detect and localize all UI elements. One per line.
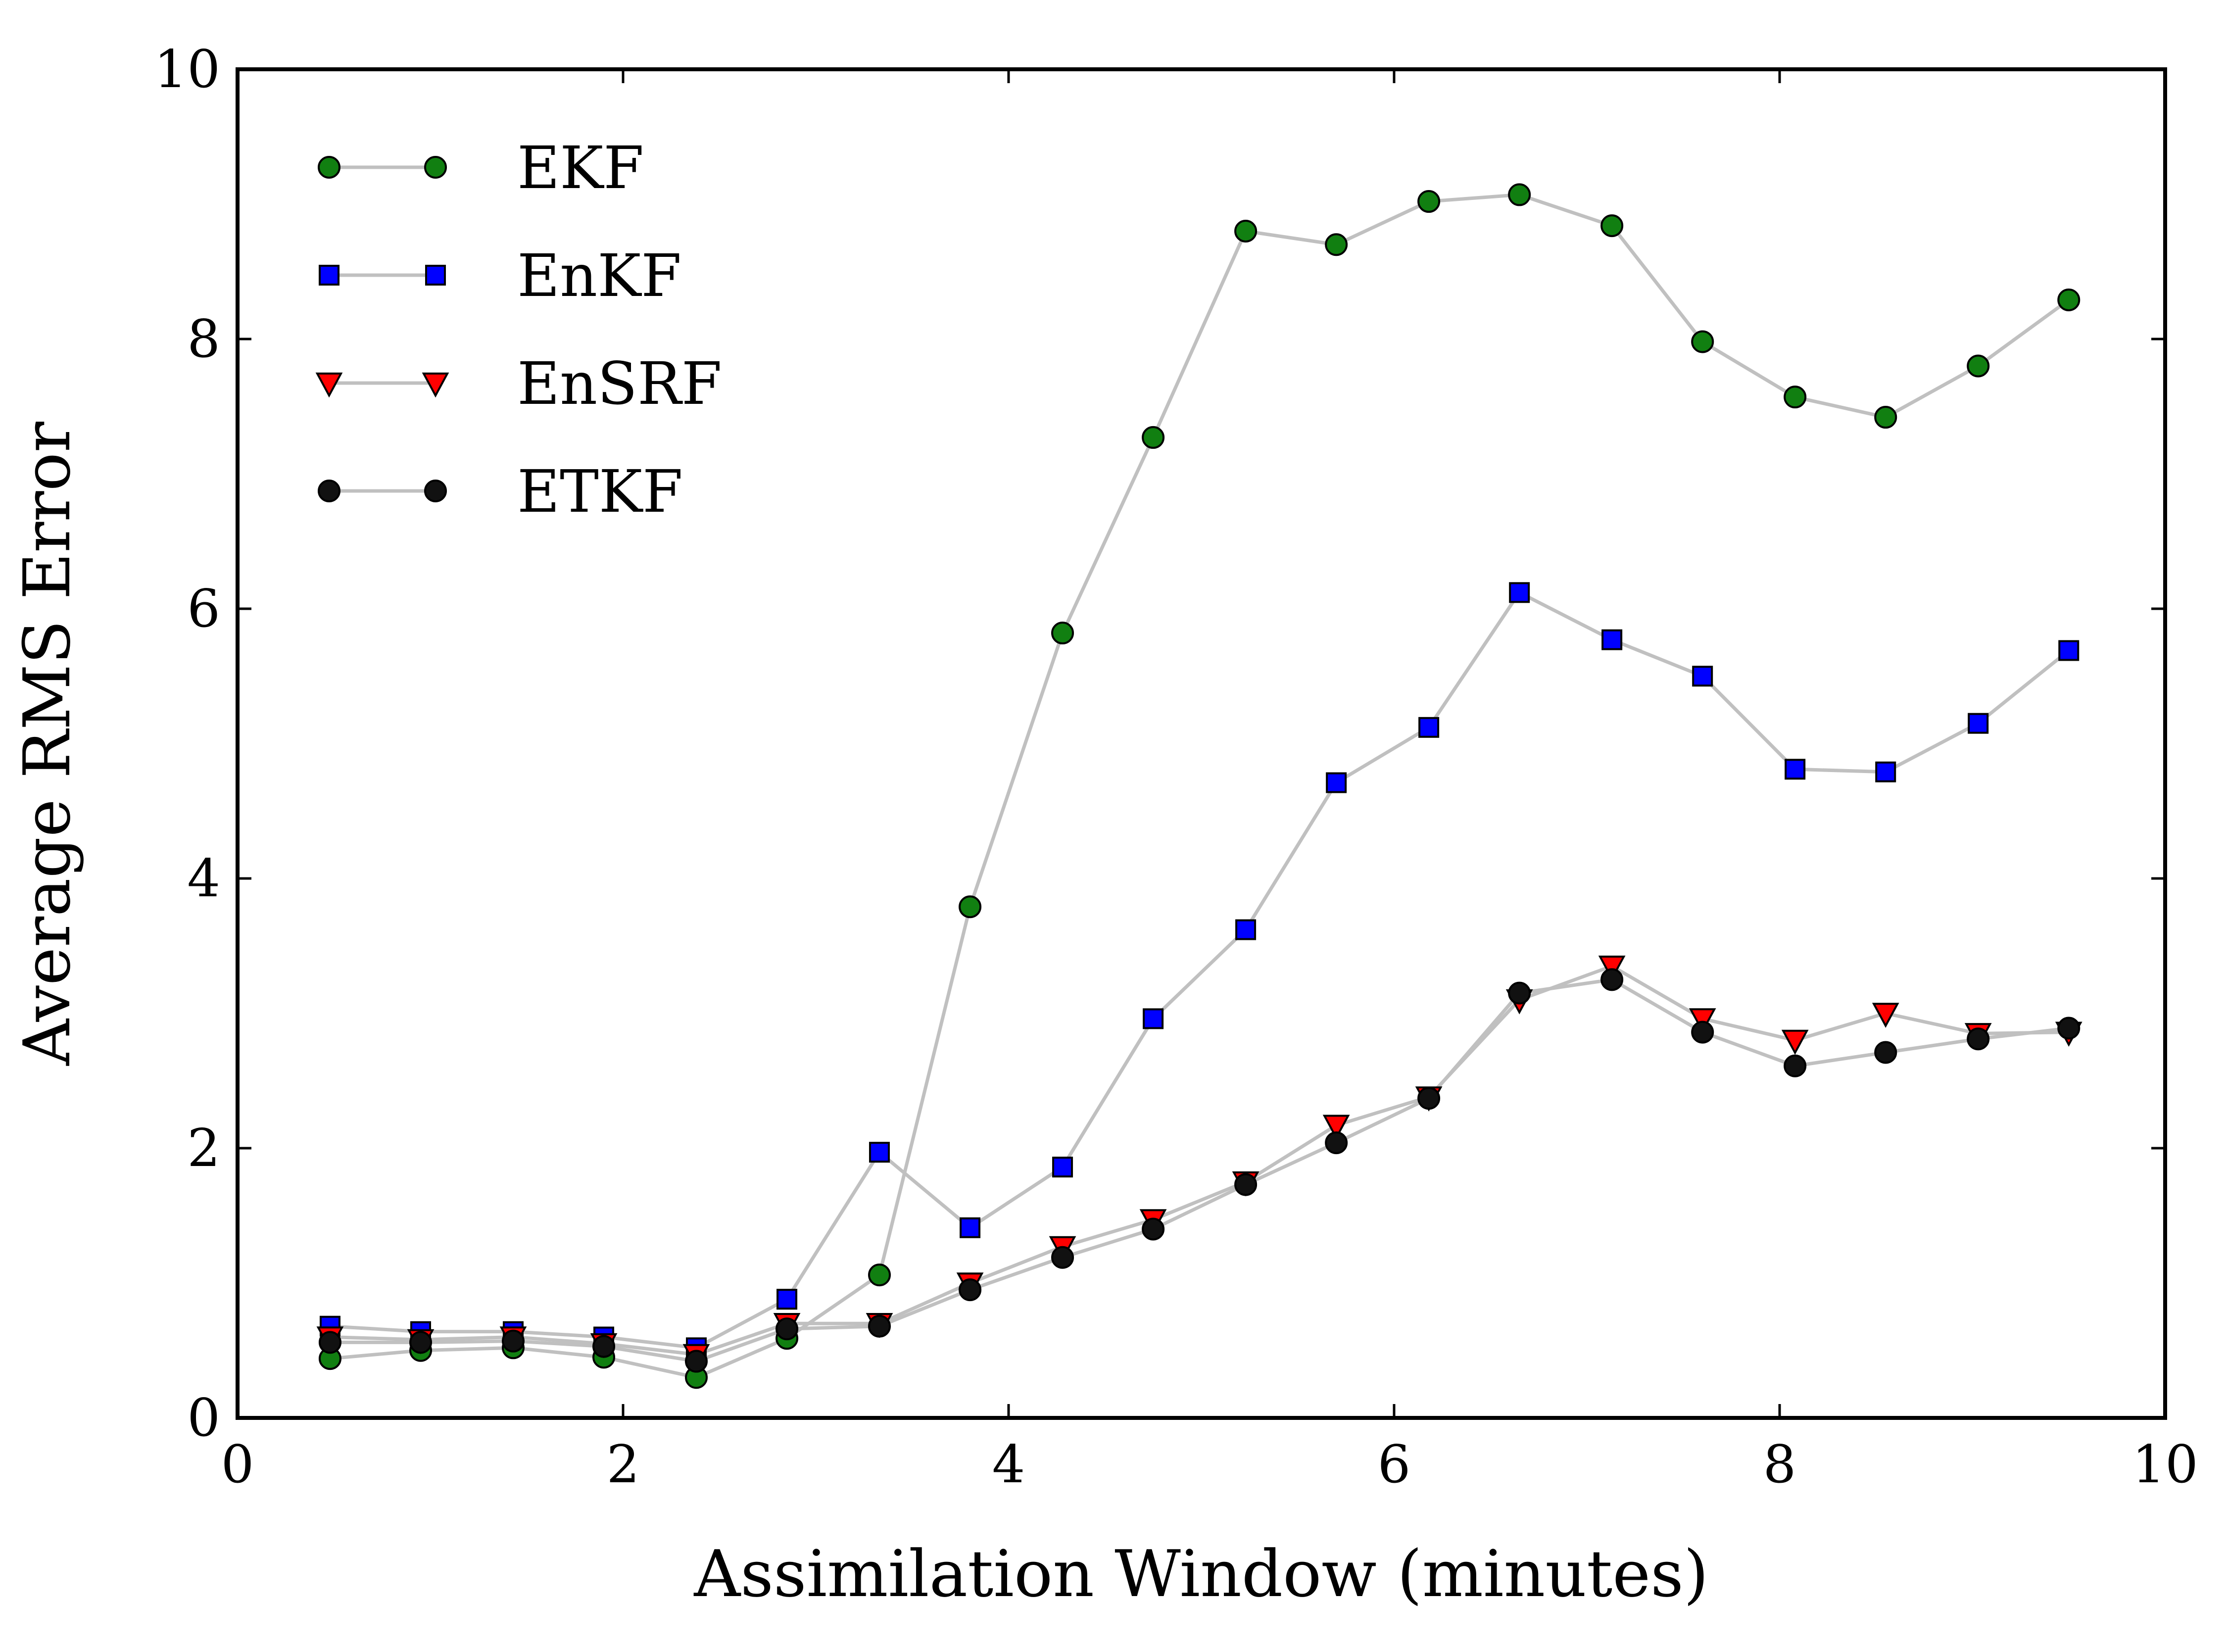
series-markers bbox=[316, 183, 2082, 1389]
data-point-ensrf bbox=[1322, 1115, 1350, 1140]
data-point-enkf bbox=[1601, 629, 1623, 650]
legend-marker bbox=[318, 156, 340, 179]
data-point-enkf bbox=[1509, 582, 1530, 603]
data-point-ekf bbox=[959, 895, 982, 919]
series-layer bbox=[316, 183, 2082, 1389]
legend: EKF EnKF EnSRF ETKF bbox=[315, 134, 722, 526]
data-point-ekf bbox=[2057, 288, 2081, 311]
data-point-enkf bbox=[1875, 761, 1896, 782]
data-point-etkf bbox=[318, 1331, 341, 1354]
legend-item-enkf: EnKF bbox=[319, 242, 681, 310]
series-lines bbox=[330, 193, 2070, 1379]
data-point-ekf bbox=[1051, 622, 1074, 645]
series-line-etkf bbox=[330, 977, 2069, 1363]
data-point-etkf bbox=[1874, 1041, 1897, 1064]
series-line-ekf bbox=[330, 193, 2070, 1379]
data-point-etkf bbox=[1784, 1054, 1807, 1077]
plot-frame bbox=[236, 67, 2167, 1420]
data-point-etkf bbox=[1417, 1087, 1441, 1110]
data-point-ensrf bbox=[1598, 955, 1626, 981]
x-tick-label: 0 bbox=[221, 1434, 254, 1495]
series-line-enkf bbox=[330, 590, 2070, 1350]
legend-marker bbox=[319, 265, 339, 286]
data-point-ekf bbox=[1417, 190, 1441, 213]
data-point-enkf bbox=[1692, 666, 1713, 687]
y-tick-label: 4 bbox=[187, 848, 220, 909]
data-point-etkf bbox=[1600, 968, 1624, 991]
data-point-ekf bbox=[1508, 183, 1531, 206]
legend-label: EKF bbox=[517, 134, 644, 202]
data-point-ekf bbox=[1874, 406, 1897, 429]
legend-marker bbox=[315, 372, 343, 398]
legend-marker bbox=[424, 480, 447, 502]
legend-item-ensrf: EnSRF bbox=[315, 349, 722, 418]
legend-label: ETKF bbox=[517, 457, 683, 526]
data-point-etkf bbox=[2057, 1017, 2081, 1040]
x-tick-label: 8 bbox=[1763, 1434, 1796, 1495]
y-tick-label: 8 bbox=[187, 309, 220, 369]
legend-item-etkf: ETKF bbox=[318, 457, 683, 526]
data-point-enkf bbox=[1785, 759, 1806, 780]
data-point-ekf bbox=[868, 1263, 891, 1287]
data-point-ekf bbox=[1234, 220, 1258, 243]
data-point-enkf bbox=[1235, 919, 1257, 940]
data-point-ekf bbox=[1325, 233, 1348, 256]
data-point-ensrf bbox=[1781, 1029, 1809, 1055]
data-point-ekf bbox=[1784, 386, 1807, 409]
data-point-ekf bbox=[1691, 330, 1714, 353]
legend-marker bbox=[424, 156, 447, 179]
y-tick-label: 10 bbox=[154, 39, 220, 99]
data-point-etkf bbox=[592, 1335, 616, 1358]
data-point-ekf bbox=[1600, 214, 1624, 238]
x-tick-label: 6 bbox=[1378, 1434, 1411, 1495]
legend-label: EnSRF bbox=[517, 349, 722, 418]
y-tick-label: 6 bbox=[187, 579, 220, 639]
data-point-enkf bbox=[1143, 1008, 1164, 1029]
data-point-enkf bbox=[1418, 717, 1440, 738]
legend-label: EnKF bbox=[517, 242, 681, 310]
x-tick-label: 2 bbox=[607, 1434, 640, 1495]
data-point-etkf bbox=[501, 1329, 525, 1353]
data-point-etkf bbox=[868, 1314, 891, 1338]
y-tick-label: 0 bbox=[187, 1388, 220, 1448]
data-point-etkf bbox=[1051, 1246, 1074, 1269]
data-point-etkf bbox=[409, 1331, 433, 1354]
data-point-enkf bbox=[1968, 713, 1989, 734]
data-point-etkf bbox=[775, 1317, 799, 1341]
legend-marker bbox=[425, 265, 446, 286]
data-point-enkf bbox=[1326, 772, 1347, 793]
x-tick-label: 10 bbox=[2132, 1434, 2198, 1495]
data-point-enkf bbox=[2058, 640, 2080, 661]
data-point-etkf bbox=[1508, 981, 1531, 1005]
series-points-etkf bbox=[318, 968, 2081, 1373]
data-point-etkf bbox=[1325, 1131, 1348, 1155]
legend-marker bbox=[318, 480, 340, 502]
data-point-ensrf bbox=[1872, 1003, 1899, 1028]
data-point-enkf bbox=[960, 1217, 981, 1238]
data-point-ekf bbox=[1142, 426, 1165, 449]
data-point-etkf bbox=[1142, 1217, 1165, 1241]
y-tick-label: 2 bbox=[187, 1118, 220, 1178]
data-point-enkf bbox=[776, 1289, 798, 1310]
legend-item-ekf: EKF bbox=[318, 134, 644, 202]
data-point-etkf bbox=[1967, 1027, 1990, 1051]
data-point-ensrf bbox=[1689, 1008, 1716, 1033]
x-tick-label: 4 bbox=[992, 1434, 1025, 1495]
data-point-etkf bbox=[1234, 1173, 1258, 1196]
data-point-etkf bbox=[685, 1350, 708, 1373]
data-point-ekf bbox=[1967, 354, 1990, 378]
data-point-etkf bbox=[959, 1278, 982, 1302]
tick-layer: 0 2 4 6 8 10 0 2 4 6 8 10 bbox=[154, 39, 2198, 1495]
series-line-ensrf bbox=[330, 964, 2069, 1357]
y-axis-title: Average RMS Error bbox=[9, 421, 85, 1066]
data-point-enkf bbox=[869, 1142, 890, 1163]
data-point-enkf bbox=[1052, 1157, 1073, 1178]
data-point-etkf bbox=[1691, 1020, 1714, 1044]
legend-marker bbox=[422, 372, 449, 398]
x-axis-title: Assimilation Window (minutes) bbox=[693, 1536, 1708, 1611]
